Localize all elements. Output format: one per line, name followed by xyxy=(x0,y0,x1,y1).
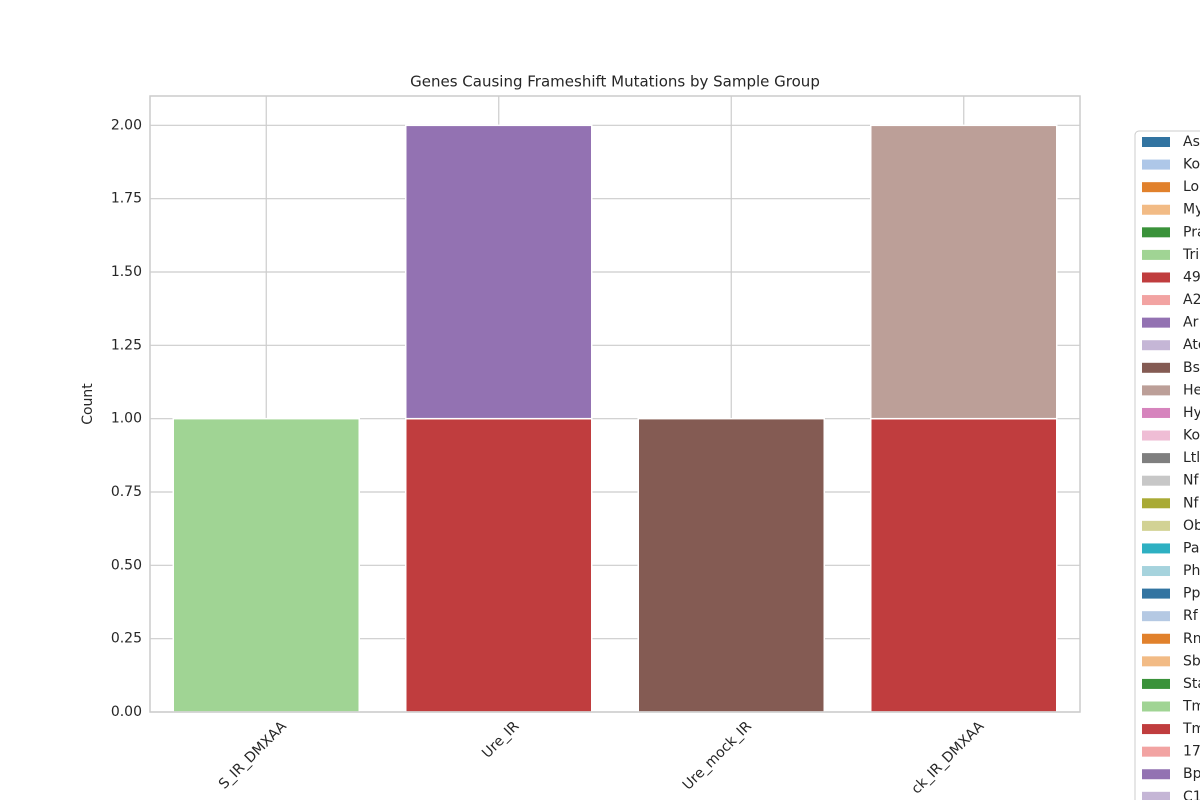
legend-swatch xyxy=(1142,137,1170,147)
legend-label: Rn xyxy=(1183,631,1200,647)
legend-label: Ato xyxy=(1183,337,1200,353)
legend-swatch xyxy=(1142,633,1170,644)
bar xyxy=(870,417,1058,713)
legend-swatch xyxy=(1142,520,1170,531)
legend-swatch xyxy=(1142,724,1170,735)
y-tick-label: 0.75 xyxy=(111,484,142,500)
legend-swatch xyxy=(1142,362,1170,373)
legend-label: Sta xyxy=(1183,676,1200,692)
legend-label: Bs xyxy=(1183,360,1200,376)
legend-swatch xyxy=(1142,249,1170,260)
legend-swatch xyxy=(1142,204,1170,215)
legend-swatch xyxy=(1142,227,1170,238)
legend-label: Nf xyxy=(1183,495,1199,511)
chart-title: Genes Causing Frameshift Mutations by Sa… xyxy=(410,73,820,91)
y-tick-label: 1.00 xyxy=(111,411,142,427)
legend-label: Ko xyxy=(1183,157,1200,173)
legend-swatch xyxy=(1142,543,1170,554)
bar xyxy=(637,417,825,713)
legend-label: 17 xyxy=(1183,744,1200,760)
legend-swatch xyxy=(1142,611,1170,622)
y-tick-label: 1.75 xyxy=(111,191,142,207)
legend-swatch xyxy=(1142,295,1170,306)
legend-swatch xyxy=(1142,498,1170,509)
legend-swatch xyxy=(1142,272,1170,283)
y-tick-label: 1.50 xyxy=(111,264,142,280)
legend-label: My xyxy=(1183,202,1200,218)
legend-label: C1 xyxy=(1183,789,1200,800)
legend-swatch xyxy=(1142,182,1170,193)
legend-label: Ko xyxy=(1183,428,1200,444)
legend-label: Lo xyxy=(1183,179,1199,195)
y-axis-label: Count xyxy=(80,383,96,425)
legend-label: Ar xyxy=(1183,315,1199,331)
legend-label: Pa xyxy=(1183,540,1199,556)
legend-swatch xyxy=(1142,701,1170,712)
y-tick-label: 0.25 xyxy=(111,631,142,647)
legend-label: Hy xyxy=(1183,405,1200,421)
bar xyxy=(870,124,1058,420)
legend-swatch xyxy=(1142,656,1170,667)
y-tick-label: 0.50 xyxy=(111,557,142,573)
bar xyxy=(405,417,593,713)
legend-swatch xyxy=(1142,159,1170,170)
legend-label: Tm xyxy=(1182,721,1200,737)
x-tick-label: Ure_IR xyxy=(479,718,522,761)
legend-swatch xyxy=(1142,566,1170,577)
x-tick-label: S_IR_DMXAA xyxy=(216,718,290,792)
y-tick-label: 2.00 xyxy=(111,117,142,133)
legend-label: Bp xyxy=(1183,766,1200,782)
bar xyxy=(405,124,593,420)
y-tick-label: 0.00 xyxy=(111,704,142,720)
legend-label: Tm xyxy=(1182,699,1200,715)
legend-swatch xyxy=(1142,340,1170,351)
plot-frame xyxy=(149,95,1081,713)
legend-swatch xyxy=(1142,475,1170,486)
legend-label: Pra xyxy=(1183,224,1200,240)
legend-swatch xyxy=(1142,588,1170,599)
legend-swatch xyxy=(1142,769,1170,780)
legend-label: A2 xyxy=(1183,292,1200,308)
x-tick-label: Ure_mock_IR xyxy=(680,718,755,793)
legend-swatch xyxy=(1142,746,1170,757)
x-tick-label: ck_IR_DMXAA xyxy=(908,718,987,797)
legend-label: Ob xyxy=(1183,518,1200,534)
legend-label: Rf xyxy=(1183,608,1199,624)
legend-swatch xyxy=(1142,407,1170,418)
legend-swatch xyxy=(1142,791,1170,800)
bar xyxy=(172,417,360,713)
legend-label: He xyxy=(1183,382,1200,398)
legend-label: Nf xyxy=(1183,473,1199,489)
legend-label: As xyxy=(1183,134,1200,150)
legend-swatch xyxy=(1142,430,1170,441)
legend-swatch xyxy=(1142,317,1170,328)
legend-label: Sb xyxy=(1183,653,1200,669)
legend-label: 49 xyxy=(1183,269,1200,285)
y-tick-label: 1.25 xyxy=(111,337,142,353)
legend-label: Ph xyxy=(1183,563,1200,579)
legend-swatch xyxy=(1142,453,1170,464)
legend-swatch xyxy=(1142,385,1170,396)
legend-label: Ltl xyxy=(1183,450,1200,466)
legend-label: Pp xyxy=(1183,586,1200,602)
legend-swatch xyxy=(1142,678,1170,689)
legend-label: Tri xyxy=(1182,247,1199,263)
